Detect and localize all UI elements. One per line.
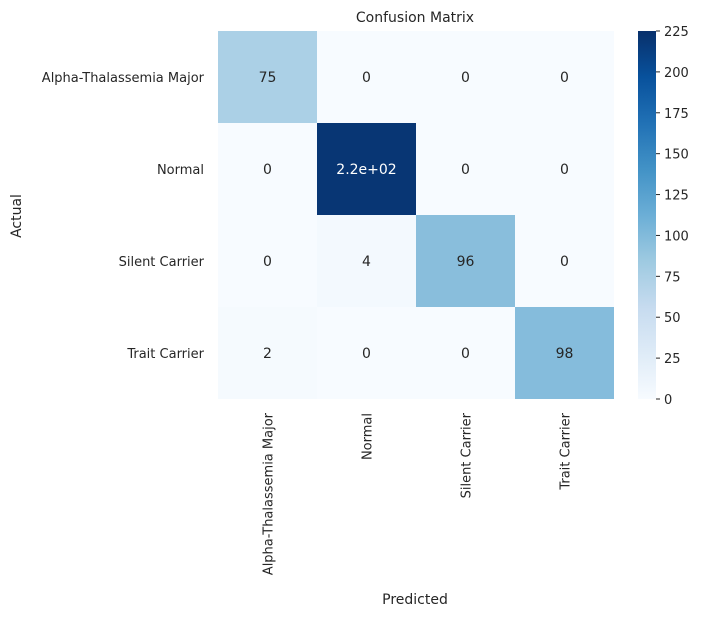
heatmap-cell — [317, 307, 416, 399]
y-tick-label: Normal — [157, 163, 204, 178]
heatmap-cell — [218, 123, 317, 215]
colorbar-tick-label: 175 — [664, 107, 689, 122]
colorbar — [638, 31, 656, 399]
cell-annotation: 0 — [461, 70, 470, 86]
heatmap-cell — [515, 215, 614, 307]
cell-annotation: 0 — [560, 70, 569, 86]
colorbar-tick-label: 0 — [664, 393, 672, 408]
x-tick-label: Alpha-Thalassemia Major — [262, 412, 277, 575]
colorbar-tick-label: 25 — [664, 352, 681, 367]
cell-annotation: 0 — [263, 254, 272, 270]
colorbar-ticks: 0 25 50 75 100 125 150 175 200 225 — [656, 25, 689, 408]
cell-annotation: 0 — [362, 70, 371, 86]
chart-title: Confusion Matrix — [356, 10, 474, 26]
heatmap-cell — [515, 307, 614, 399]
x-tick-labels: Alpha-Thalassemia Major Normal Silent Carr… — [262, 412, 574, 575]
heatmap-cell — [416, 123, 515, 215]
y-tick-label: Trait Carrier — [126, 347, 204, 362]
heatmap-cell — [218, 215, 317, 307]
heatmap-cell — [416, 307, 515, 399]
x-tick-label: Normal — [361, 413, 376, 460]
colorbar-tick-label: 125 — [664, 189, 689, 204]
heatmap-cell — [515, 123, 614, 215]
y-tick-label: Silent Carrier — [119, 255, 205, 270]
cell-annotation: 75 — [259, 70, 277, 86]
cell-annotation: 0 — [263, 162, 272, 178]
heatmap-cell — [317, 215, 416, 307]
cell-annotation: 4 — [362, 254, 371, 270]
heatmap-cell — [218, 307, 317, 399]
cell-annotation: 0 — [560, 254, 569, 270]
cell-annotation: 2.2e+02 — [336, 162, 396, 178]
x-tick-label: Silent Carrier — [460, 412, 475, 498]
heatmap-cell — [515, 31, 614, 123]
colorbar-tick-label: 225 — [664, 25, 689, 40]
cell-annotation: 0 — [560, 162, 569, 178]
colorbar-tick-label: 200 — [664, 66, 689, 81]
colorbar-tick-label: 50 — [664, 311, 681, 326]
heatmap-cells: 75 0 0 0 0 2.2e+02 0 0 0 4 96 0 2 0 0 98 — [218, 31, 614, 399]
cell-annotation: 96 — [457, 254, 475, 270]
colorbar-tick-label: 100 — [664, 229, 689, 244]
cell-annotation: 98 — [556, 346, 574, 362]
y-axis-label: Actual — [9, 194, 25, 238]
cell-annotation: 0 — [461, 162, 470, 178]
x-axis-label: Predicted — [382, 592, 448, 608]
y-tick-label: Alpha-Thalassemia Major — [42, 71, 205, 86]
y-tick-labels: Alpha-Thalassemia Major Normal Silent Carr… — [42, 71, 205, 362]
heatmap-cell — [416, 31, 515, 123]
x-tick-label: Trait Carrier — [559, 412, 574, 490]
cell-annotation: 0 — [362, 346, 371, 362]
cell-annotation: 2 — [263, 346, 272, 362]
colorbar-tick-label: 150 — [664, 148, 689, 163]
colorbar-tick-label: 75 — [664, 270, 681, 285]
heatmap-cell — [416, 215, 515, 307]
heatmap-cell — [317, 123, 416, 215]
cell-annotation: 0 — [461, 346, 470, 362]
heatmap-cell — [218, 31, 317, 123]
heatmap-cell — [317, 31, 416, 123]
